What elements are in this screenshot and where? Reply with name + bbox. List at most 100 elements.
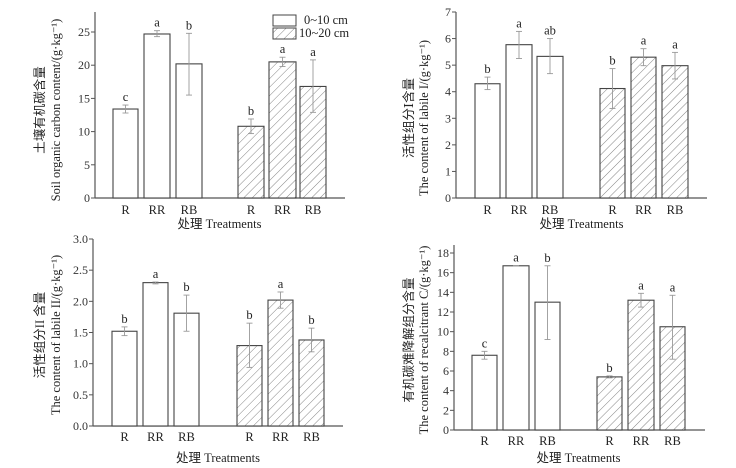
significance-label: b — [308, 313, 314, 327]
x-tick-label: RR — [274, 203, 291, 217]
significance-label: b — [246, 308, 252, 322]
y-axis-title-cn: 土壤有机碳含量 — [32, 66, 47, 154]
x-tick-label: R — [120, 430, 129, 444]
significance-label: a — [153, 267, 159, 281]
bar-10-20-cm-RR — [268, 61, 297, 199]
bar-0-10-cm-R — [112, 108, 139, 199]
x-tick-label: R — [483, 203, 492, 217]
significance-label: b — [544, 251, 550, 265]
y-tick-label: 7 — [445, 5, 451, 19]
y-tick-label: 20 — [78, 58, 90, 72]
chart-panel-4: 0 2 4 6 8 10 12 14 16 18 c Ra RR b RB b Ra RR a RB 处理 Treatm… — [401, 245, 705, 465]
bar-10-20-cm-RB — [661, 65, 689, 199]
y-axis-title: Soil organic carbon content/(g·kg⁻¹) — [49, 19, 63, 202]
x-tick-label: RR — [635, 203, 652, 217]
y-tick-label: 14 — [437, 285, 449, 299]
significance-label: a — [310, 45, 316, 59]
significance-label: a — [670, 280, 676, 294]
bar-10-20-cm-R — [596, 376, 623, 431]
x-tick-label: RR — [272, 430, 289, 444]
x-tick-label: R — [245, 430, 254, 444]
x-axis-title: 处理 Treatments — [178, 217, 262, 231]
y-axis-title: The content of recalcitrant C/(g·kg⁻¹) — [417, 246, 431, 435]
x-tick-label: RR — [633, 434, 650, 448]
bar-10-20-cm-RR — [627, 299, 655, 431]
y-tick-label: 25 — [78, 25, 90, 39]
bar-0-10-cm-RB — [175, 63, 203, 199]
y-tick-label: 5 — [84, 158, 90, 172]
y-axis-title: The content of labile I/(g·kg⁻¹) — [417, 40, 431, 196]
significance-label: ab — [544, 24, 556, 38]
x-tick-label: R — [480, 434, 489, 448]
x-axis-title: 处理 Treatments — [176, 451, 260, 465]
x-tick-label: R — [121, 203, 130, 217]
bar-0-10-cm-R — [111, 330, 138, 427]
y-tick-label: 12 — [437, 305, 449, 319]
x-tick-label: RB — [664, 434, 681, 448]
significance-label: a — [672, 37, 678, 51]
legend-label-10-20cm: 10~20 cm — [299, 26, 349, 40]
x-tick-label: RB — [305, 203, 322, 217]
y-tick-label: 1 — [445, 164, 451, 178]
x-tick-label: RB — [303, 430, 320, 444]
bar-0-10-cm-RR — [502, 265, 530, 431]
y-tick-label: 2.0 — [73, 294, 88, 308]
significance-label: c — [482, 336, 488, 350]
x-tick-label: RB — [178, 430, 195, 444]
x-tick-label: RB — [539, 434, 556, 448]
y-tick-label: 4 — [443, 384, 449, 398]
significance-label: a — [154, 16, 160, 30]
y-tick-label: 0 — [445, 191, 451, 205]
y-tick-label: 3.0 — [73, 232, 88, 246]
significance-label: b — [248, 104, 254, 118]
y-tick-label: 0 — [84, 191, 90, 205]
y-axis-title-cn: 活性组分Ⅰ含量 — [401, 78, 416, 158]
y-tick-label: 15 — [78, 91, 90, 105]
bar-10-20-cm-R — [237, 125, 265, 199]
legend: 0~10 cm 10~20 cm — [272, 13, 349, 40]
x-axis-title: 处理 Treatments — [540, 217, 624, 231]
significance-label: c — [123, 90, 129, 104]
bar-0-10-cm-RR — [505, 44, 533, 199]
y-axis-title: The content of labile II/(g·kg⁻¹) — [49, 255, 63, 415]
x-tick-label: R — [605, 434, 614, 448]
x-tick-label: RB — [542, 203, 559, 217]
legend-label-0-10cm: 0~10 cm — [304, 13, 348, 27]
significance-label: b — [183, 280, 189, 294]
significance-label: a — [280, 42, 286, 56]
y-axis-title-cn: 活性组分II 含量 — [32, 292, 47, 378]
x-tick-label: RR — [511, 203, 528, 217]
y-tick-label: 1.0 — [73, 357, 88, 371]
bar-0-10-cm-R — [471, 354, 498, 431]
significance-label: a — [638, 278, 644, 292]
bar-10-20-cm-RR — [630, 56, 657, 199]
x-tick-label: RR — [147, 430, 164, 444]
significance-label: a — [516, 16, 522, 30]
x-axis-title: 处理 Treatments — [537, 451, 621, 465]
bar-10-20-cm-RR — [267, 299, 294, 427]
bar-0-10-cm-RB — [536, 55, 564, 199]
y-tick-label: 8 — [443, 344, 449, 358]
legend-swatch-solid — [272, 14, 297, 27]
x-tick-label: R — [247, 203, 256, 217]
x-tick-label: RB — [181, 203, 198, 217]
y-tick-label: 16 — [437, 266, 449, 280]
bar-0-10-cm-R — [474, 83, 501, 199]
y-tick-label: 6 — [443, 364, 449, 378]
x-tick-label: RR — [508, 434, 525, 448]
significance-label: b — [121, 312, 127, 326]
y-tick-label: 0.5 — [73, 388, 88, 402]
bar-0-10-cm-RB — [173, 312, 200, 427]
significance-label: a — [513, 251, 519, 265]
significance-label: b — [484, 62, 490, 76]
y-tick-label: 3 — [445, 111, 451, 125]
y-tick-label: 4 — [445, 85, 451, 99]
y-tick-label: 18 — [437, 246, 449, 260]
y-tick-label: 1.5 — [73, 326, 88, 340]
significance-label: a — [641, 34, 647, 48]
x-tick-label: R — [608, 203, 617, 217]
significance-label: b — [606, 361, 612, 375]
bar-0-10-cm-RR — [142, 282, 169, 427]
